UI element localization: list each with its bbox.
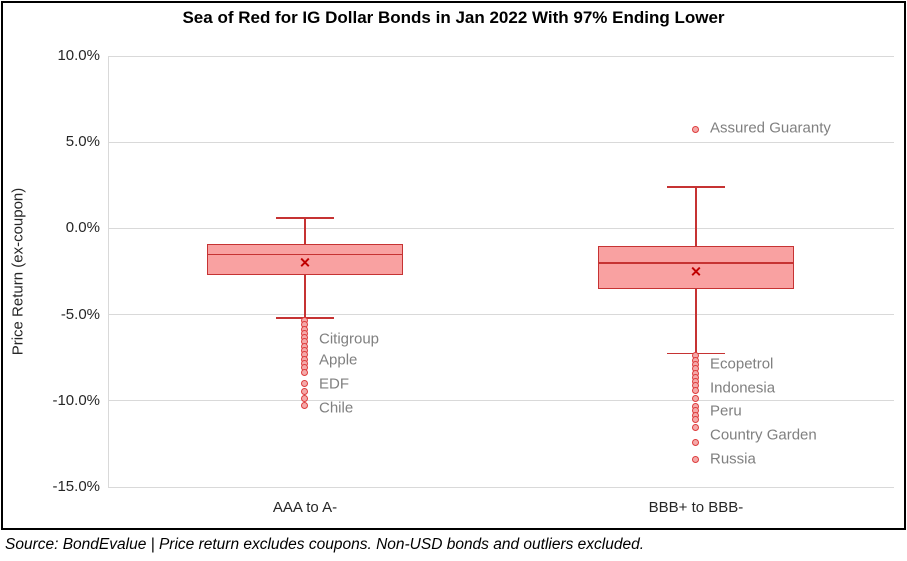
whisker-stem-top (695, 187, 697, 246)
mean-marker-icon: ✕ (690, 263, 702, 280)
whisker-cap-top (276, 217, 334, 219)
plot-area: 10.0% 5.0% 0.0% -5.0% -10.0% -15.0% ✕ Citigroup… (52, 47, 894, 516)
outlier-dot (692, 386, 700, 394)
outlier-label: Peru (710, 402, 742, 420)
whisker-stem-top (304, 218, 306, 244)
outlier-dot (692, 416, 700, 424)
gridline (108, 227, 894, 229)
median-line (207, 253, 403, 255)
outlier-label: Indonesia (710, 379, 776, 397)
gridline (108, 486, 894, 488)
whisker-cap-top (667, 186, 725, 188)
outlier-dot (692, 125, 700, 133)
outlier-label: Russia (710, 450, 756, 468)
outlier-label: Ecopetrol (710, 356, 774, 374)
outlier-dot (301, 379, 309, 387)
y-tick-label: 0.0% (65, 219, 100, 237)
x-category-label: AAA to A- (272, 499, 338, 516)
outlier-label: Assured Guaranty (710, 119, 831, 137)
whisker-stem-bottom (304, 274, 306, 319)
gridline (108, 400, 894, 402)
outlier-dot (692, 439, 700, 447)
outlier-dot (301, 402, 309, 410)
boxplot-box (207, 243, 403, 275)
y-axis-line (108, 56, 109, 487)
outlier-dot (692, 394, 700, 402)
y-tick-label: -15.0% (52, 478, 100, 495)
outlier-dot (692, 423, 700, 431)
y-tick-label: 5.0% (65, 133, 100, 151)
outlier-label: Chile (319, 399, 354, 417)
mean-marker-icon: ✕ (299, 254, 311, 271)
outlier-dot (301, 387, 309, 395)
outlier-label: Citigroup (319, 330, 380, 348)
outlier-label: EDF (319, 375, 349, 393)
x-category-label: BBB+ to BBB- (648, 499, 744, 516)
source-note: Source: BondEvalue | Price return exclud… (5, 536, 645, 553)
outlier-label: Country Garden (710, 426, 817, 444)
whisker-stem-bottom (695, 288, 697, 354)
gridline (108, 314, 894, 316)
y-tick-label: 10.0% (57, 47, 100, 64)
chart-title: Sea of Red for IG Dollar Bonds in Jan 20… (182, 8, 725, 27)
gridline (108, 141, 894, 143)
outlier-dot (692, 455, 700, 463)
outlier-label: Apple (319, 351, 358, 369)
gridline (108, 55, 894, 57)
median-line (598, 262, 794, 264)
outlier-dot (301, 368, 309, 376)
boxplot-box (598, 245, 794, 289)
outlier-dot (301, 394, 309, 402)
y-tick-label: -10.0% (52, 391, 100, 409)
y-tick-label: -5.0% (60, 305, 100, 323)
